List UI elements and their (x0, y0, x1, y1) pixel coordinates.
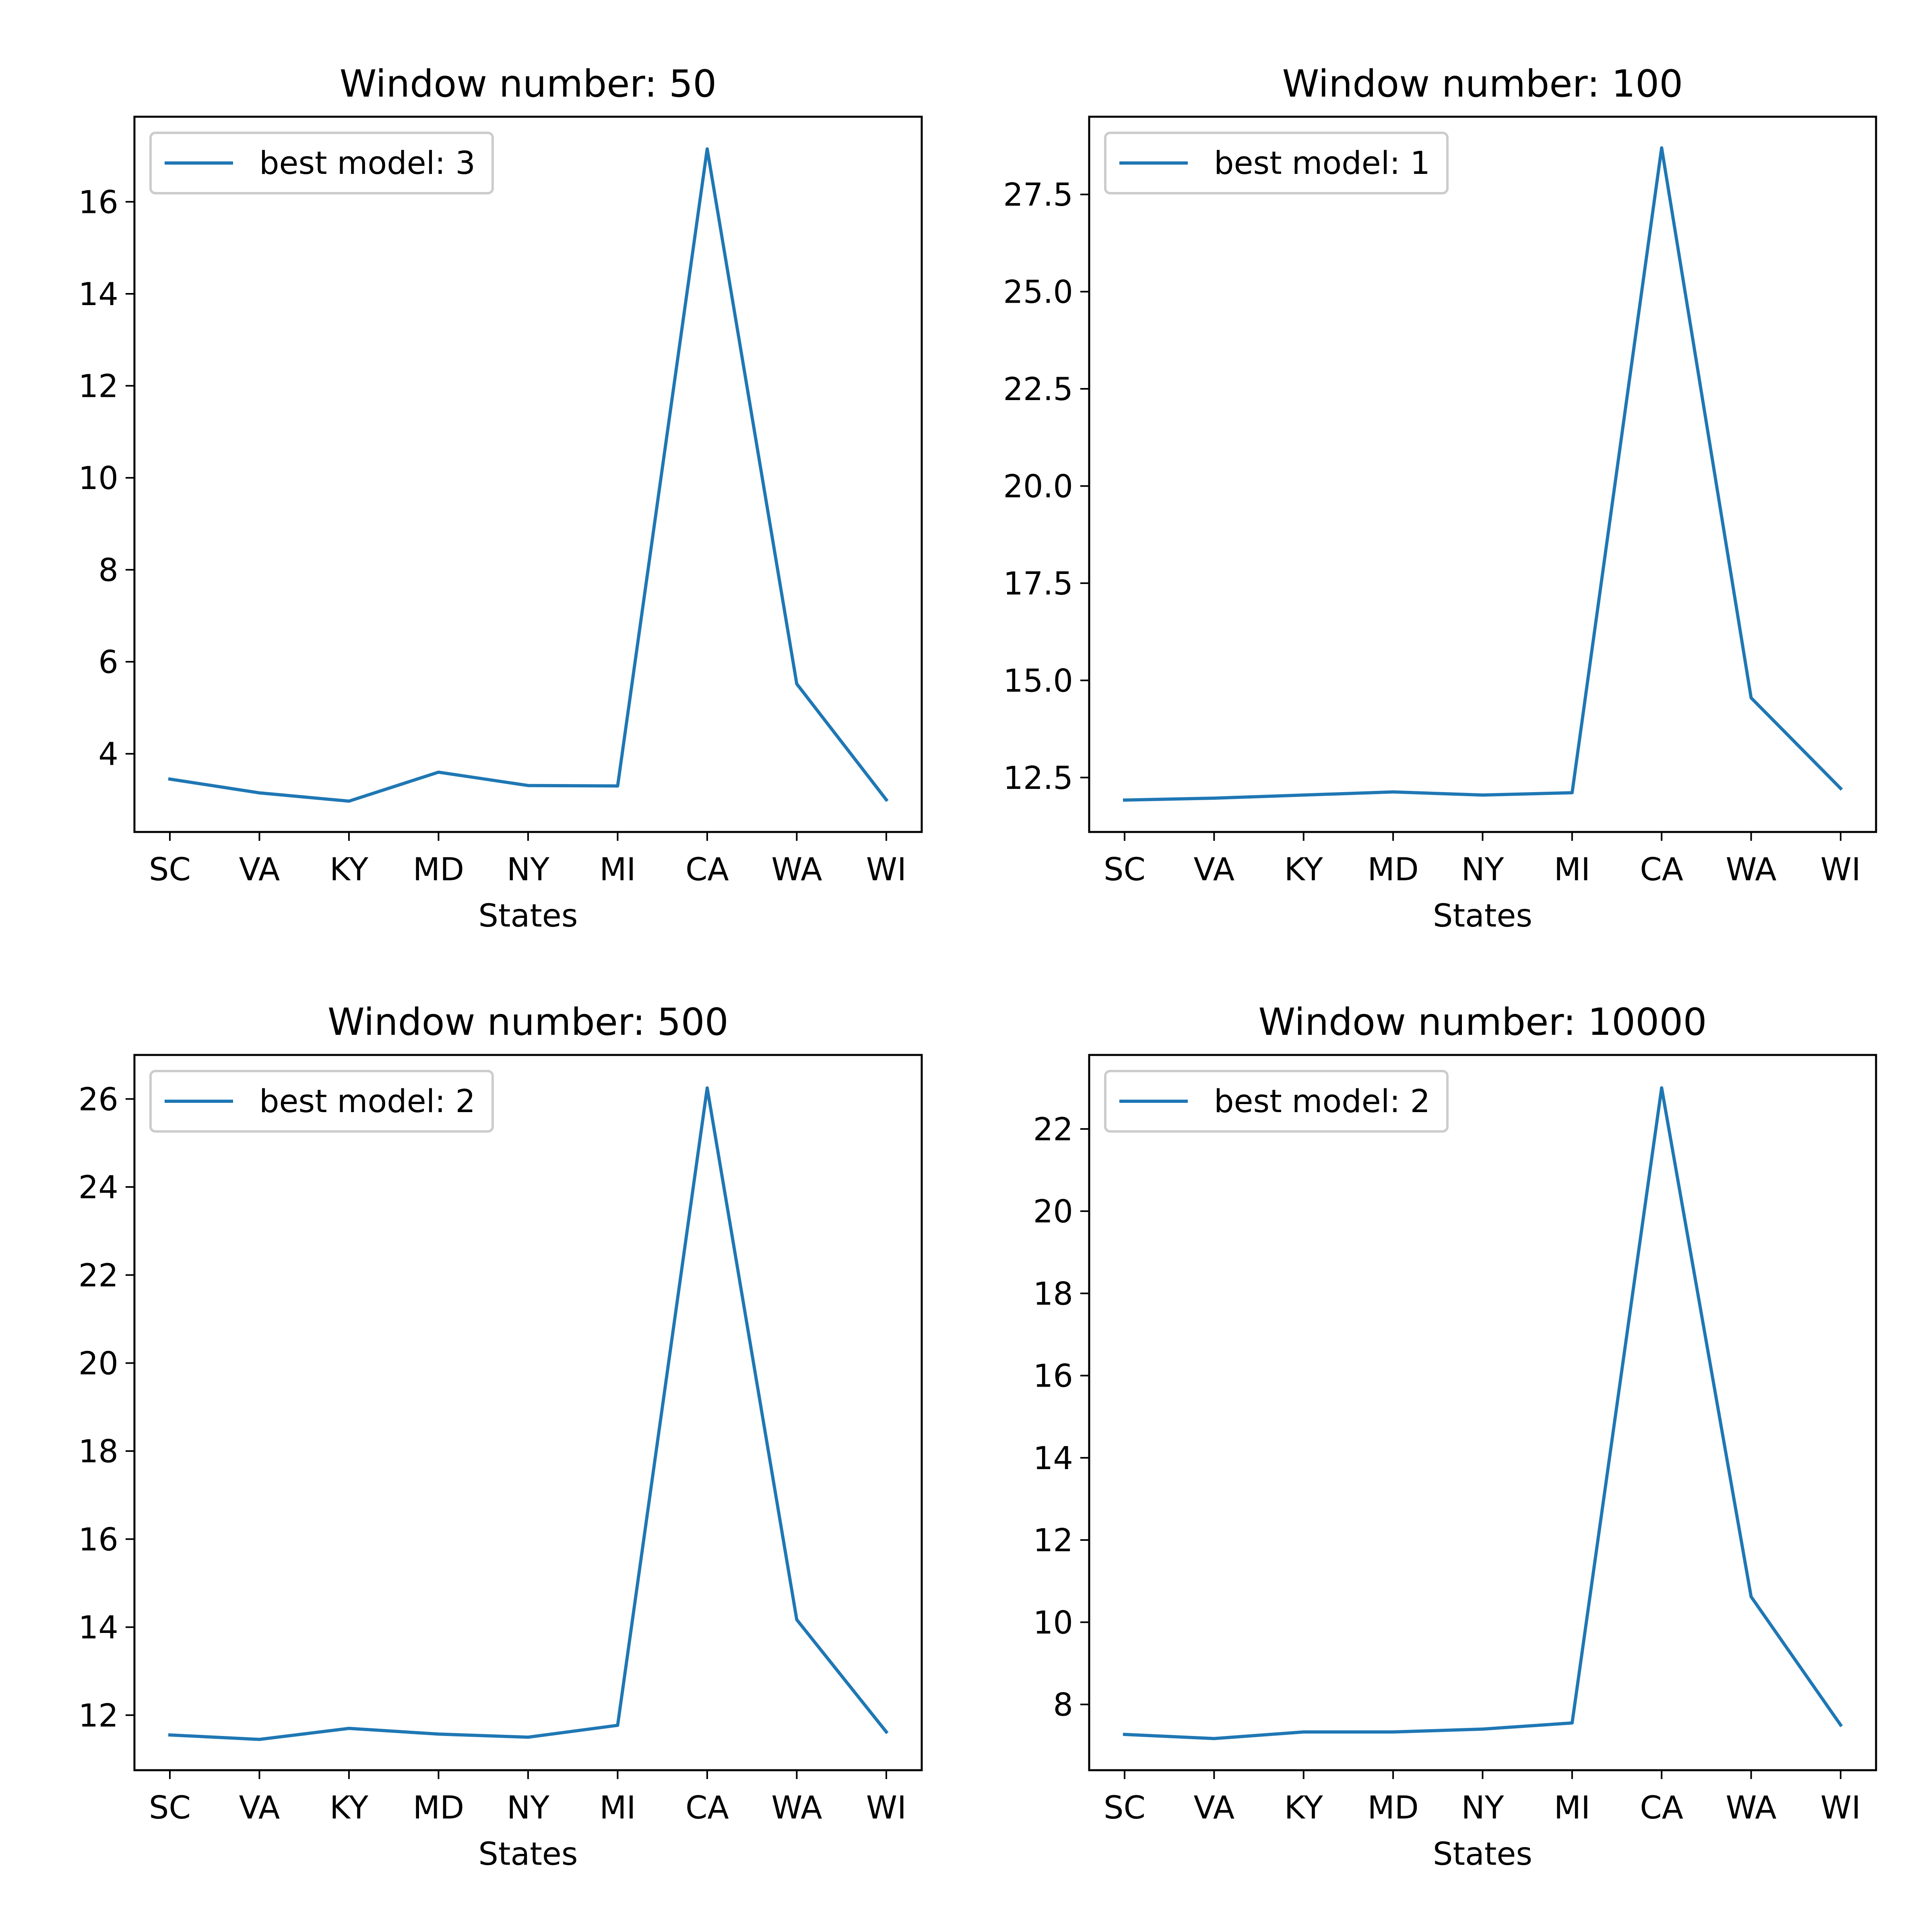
chart-title: Window number: 50 (340, 62, 717, 105)
y-tick-label: 25.0 (1003, 275, 1073, 311)
x-tick-label: WA (1726, 1790, 1777, 1826)
x-tick-label: WI (1821, 1790, 1861, 1826)
x-tick-label: SC (149, 1790, 191, 1826)
y-tick-label: 8 (98, 553, 118, 589)
plot-frame (1088, 116, 1877, 833)
x-tick-label: WA (1726, 852, 1777, 888)
x-tick-label: KY (330, 1790, 368, 1826)
x-axis-label: States (478, 1836, 578, 1872)
legend-box (1104, 1070, 1449, 1133)
chart-title: Window number: 10000 (1258, 1000, 1707, 1044)
y-tick-label: 20 (1033, 1194, 1073, 1230)
x-tick-label: SC (149, 852, 191, 888)
x-tick-label: SC (1104, 852, 1146, 888)
x-tick-label: SC (1104, 1790, 1146, 1826)
x-tick-label: WI (866, 1790, 906, 1826)
x-tick-label: NY (507, 852, 549, 888)
y-tick-label: 10 (1033, 1605, 1073, 1641)
x-tick-label: NY (1461, 1790, 1504, 1826)
y-tick-label: 14 (78, 1610, 118, 1646)
chart-title: Window number: 500 (328, 1000, 729, 1044)
legend-box (149, 1070, 494, 1133)
chart-panel-3: Window number: 500 12 14 16 18 20 22 24 26 SC VA KY… (78, 1000, 923, 1872)
x-tick-label: KY (330, 852, 368, 888)
y-tick-label: 20 (78, 1346, 118, 1382)
y-tick-label: 16 (1033, 1358, 1073, 1395)
legend: best model: 2 (1104, 1070, 1449, 1133)
legend-label: best model: 2 (259, 1084, 475, 1120)
legend: best model: 2 (149, 1070, 494, 1133)
y-tick-label: 12 (1033, 1523, 1073, 1559)
x-axis-label: States (1433, 898, 1532, 934)
y-tick-label: 16 (78, 1522, 118, 1558)
y-tick-label: 8 (1053, 1687, 1073, 1724)
x-tick-label: CA (685, 1790, 729, 1826)
y-tick-label: 6 (98, 644, 118, 681)
x-tick-label: KY (1284, 852, 1323, 888)
x-tick-label: VA (239, 1790, 280, 1826)
x-tick-label: MI (599, 852, 636, 888)
chart-panel-4: Window number: 10000 8 10 12 14 16 18 20 22 SC VA K… (1033, 1000, 1877, 1872)
x-tick-label: MD (1367, 852, 1418, 888)
x-tick-label: VA (1194, 852, 1235, 888)
x-tick-label: CA (1640, 1790, 1683, 1826)
y-tick-label: 14 (1033, 1441, 1073, 1477)
legend-label: best model: 1 (1214, 145, 1430, 182)
x-axis-label: States (1433, 1836, 1532, 1872)
legend: best model: 1 (1104, 132, 1449, 194)
y-tick-label: 22 (1033, 1112, 1073, 1148)
x-tick-label: MD (413, 852, 464, 888)
plot-frame (133, 1054, 923, 1771)
subplot-grid: Window number: 50 4 6 8 10 12 14 16 SC VA KY MD NY MI… (78, 62, 1877, 1872)
chart-panel-2: Window number: 100 12.5 15.0 17.5 20.0 22.5 25… (1003, 62, 1877, 934)
y-tick-label: 12 (78, 369, 118, 405)
chart-title: Window number: 100 (1282, 62, 1683, 105)
y-tick-label: 12.5 (1003, 760, 1073, 797)
plot-frame (133, 116, 923, 833)
legend: best model: 3 (149, 132, 494, 194)
y-tick-label: 15.0 (1003, 663, 1073, 699)
x-axis-label: States (478, 898, 578, 934)
y-tick-label: 14 (78, 277, 118, 313)
legend-label: best model: 3 (259, 145, 475, 182)
y-tick-label: 24 (78, 1170, 118, 1206)
x-tick-label: MI (1554, 852, 1590, 888)
y-tick-label: 22.5 (1003, 372, 1073, 408)
y-tick-label: 12 (78, 1698, 118, 1734)
x-tick-label: CA (685, 852, 729, 888)
y-tick-label: 18 (1033, 1276, 1073, 1312)
legend-box (1104, 132, 1449, 194)
y-tick-label: 10 (78, 460, 118, 497)
x-tick-label: NY (1461, 852, 1504, 888)
legend-box (149, 132, 494, 194)
x-tick-label: VA (1194, 1790, 1235, 1826)
y-tick-label: 27.5 (1003, 177, 1073, 213)
y-tick-label: 22 (78, 1258, 118, 1294)
x-tick-label: MD (1367, 1790, 1418, 1826)
x-tick-label: MI (599, 1790, 636, 1826)
x-tick-label: KY (1284, 1790, 1323, 1826)
y-tick-label: 17.5 (1003, 566, 1073, 602)
y-tick-label: 18 (78, 1434, 118, 1470)
x-tick-label: NY (507, 1790, 549, 1826)
x-tick-label: WI (866, 852, 906, 888)
x-tick-label: VA (239, 852, 280, 888)
x-tick-label: MI (1554, 1790, 1590, 1826)
y-tick-label: 20.0 (1003, 469, 1073, 505)
y-tick-label: 16 (78, 184, 118, 221)
x-tick-label: WA (771, 1790, 822, 1826)
y-tick-label: 4 (98, 737, 118, 773)
plot-frame (1088, 1054, 1877, 1771)
x-tick-label: CA (1640, 852, 1683, 888)
y-tick-label: 26 (78, 1082, 118, 1118)
x-tick-label: WA (771, 852, 822, 888)
chart-panel-1: Window number: 50 4 6 8 10 12 14 16 SC VA KY MD NY MI… (78, 62, 923, 934)
x-tick-label: MD (413, 1790, 464, 1826)
x-tick-label: WI (1821, 852, 1861, 888)
legend-label: best model: 2 (1214, 1084, 1430, 1120)
